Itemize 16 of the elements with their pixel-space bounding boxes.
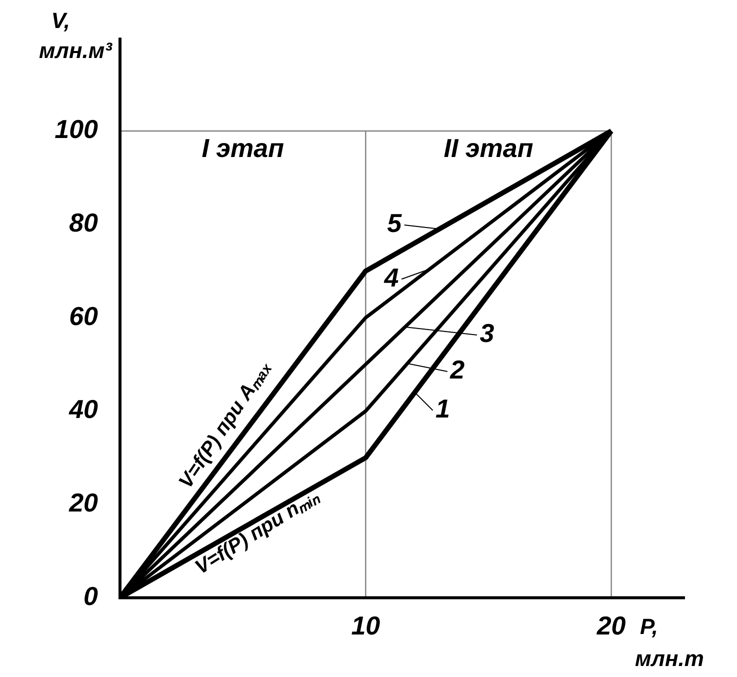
y-tick-label: 0 <box>84 580 99 611</box>
y-tick-label: 100 <box>54 114 99 144</box>
legend-label: 2 <box>449 354 466 385</box>
y-tick-label: 80 <box>69 208 99 238</box>
x-axis-title: P, млн.т <box>635 614 704 671</box>
y-tick-label: 60 <box>69 300 99 331</box>
annotation: I этап <box>202 132 284 163</box>
series-label: 5 <box>387 208 402 238</box>
legend-label: 3 <box>480 318 495 348</box>
legend-label: 1 <box>436 394 450 424</box>
y-axis-title: V, млн.м³ <box>39 8 113 64</box>
y-tick-label: 40 <box>68 394 99 424</box>
annotation: II этап <box>444 132 534 163</box>
x-tick-label: 10 <box>351 610 381 641</box>
y-tick-label: 20 <box>68 488 99 518</box>
series-label: 4 <box>383 262 400 292</box>
